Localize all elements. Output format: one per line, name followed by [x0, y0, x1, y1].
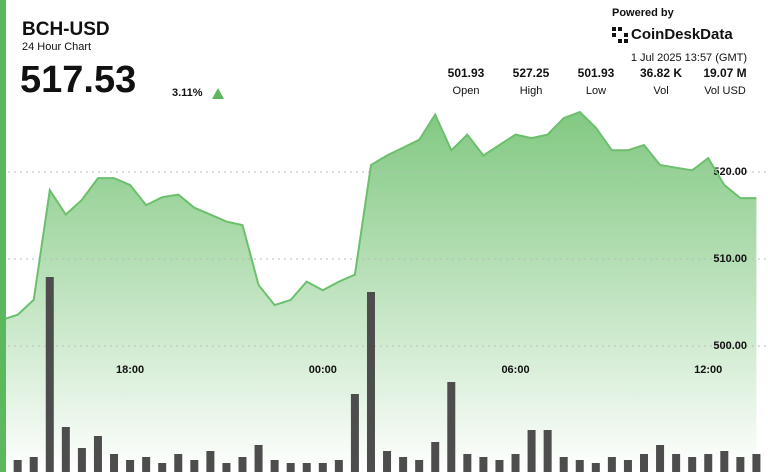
- volume-bar: [190, 460, 199, 472]
- price: 517.53: [20, 59, 136, 101]
- y-tick-label: 520.00: [713, 166, 747, 178]
- volume-bar: [238, 457, 247, 472]
- volume-bar: [61, 427, 70, 472]
- stat-value: 501.93: [448, 66, 485, 80]
- volume-bar: [318, 463, 327, 472]
- stat-value: 19.07 M: [703, 66, 746, 80]
- volume-bar: [591, 463, 600, 472]
- volume-bar: [110, 454, 119, 472]
- volume-bar: [366, 292, 375, 472]
- x-tick-label: 06:00: [501, 364, 529, 376]
- stat-label: Open: [453, 85, 480, 97]
- price-area: [1, 112, 757, 472]
- brand: CoinDeskData: [631, 26, 733, 43]
- stat-label: Low: [586, 85, 606, 97]
- volume-bar: [254, 445, 263, 472]
- stat-label: High: [520, 85, 543, 97]
- volume-bar: [527, 430, 536, 472]
- volume-bar: [656, 445, 665, 472]
- stat-value: 501.93: [578, 66, 615, 80]
- timestamp: 1 Jul 2025 13:57 (GMT): [631, 52, 747, 64]
- volume-bar: [688, 457, 697, 472]
- brand-logo: [612, 27, 628, 43]
- volume-bar: [704, 454, 713, 472]
- title: BCH-USD: [22, 19, 110, 40]
- volume-bar: [13, 460, 22, 472]
- volume-bar: [222, 463, 231, 472]
- volume-bar: [736, 457, 745, 472]
- volume-bar: [45, 277, 54, 472]
- volume-bar: [286, 463, 295, 472]
- stat-label: Vol: [653, 85, 668, 97]
- volume-bar: [720, 451, 729, 472]
- volume-bar: [511, 454, 520, 472]
- volume-bar: [495, 460, 504, 472]
- subtitle: 24 Hour Chart: [22, 41, 91, 53]
- volume-bar: [126, 460, 135, 472]
- volume-bar: [479, 457, 488, 472]
- volume-bar: [399, 457, 408, 472]
- volume-bar: [206, 451, 215, 472]
- stat-value: 527.25: [513, 66, 550, 80]
- volume-bar: [350, 394, 359, 472]
- x-tick-label: 00:00: [309, 364, 337, 376]
- y-tick-label: 510.00: [713, 253, 747, 265]
- volume-bar: [77, 448, 86, 472]
- volume-bar: [640, 454, 648, 472]
- volume-bar: [752, 454, 761, 472]
- accent-bar: [0, 0, 6, 472]
- volume-bar: [559, 457, 568, 472]
- volume-bar: [383, 451, 392, 472]
- volume-bar: [672, 454, 681, 472]
- volume-bar: [270, 460, 279, 472]
- volume-bar: [623, 460, 632, 472]
- volume-bar: [174, 454, 183, 472]
- volume-bar: [29, 457, 38, 472]
- x-tick-label: 12:00: [694, 364, 722, 376]
- volume-bar: [575, 460, 584, 472]
- volume-bar: [142, 457, 151, 472]
- volume-bar: [463, 454, 472, 472]
- y-tick-label: 500.00: [713, 340, 747, 352]
- price-line: [1, 110, 757, 321]
- x-tick-label: 18:00: [116, 364, 144, 376]
- volume-bar: [334, 460, 343, 472]
- volume-bar: [543, 430, 552, 472]
- volume-bar: [415, 460, 424, 472]
- up-arrow: [212, 88, 224, 99]
- powered-by: Powered by: [612, 7, 675, 19]
- stat-value: 36.82 K: [640, 66, 682, 80]
- volume-bar: [158, 463, 167, 472]
- volume-bar: [607, 457, 616, 472]
- change: 3.11%: [172, 87, 203, 99]
- stat-label: Vol USD: [704, 85, 746, 97]
- volume-bar: [431, 442, 440, 472]
- volume-bar: [302, 463, 311, 472]
- volume-bar: [447, 382, 456, 472]
- volume-bar: [93, 436, 102, 472]
